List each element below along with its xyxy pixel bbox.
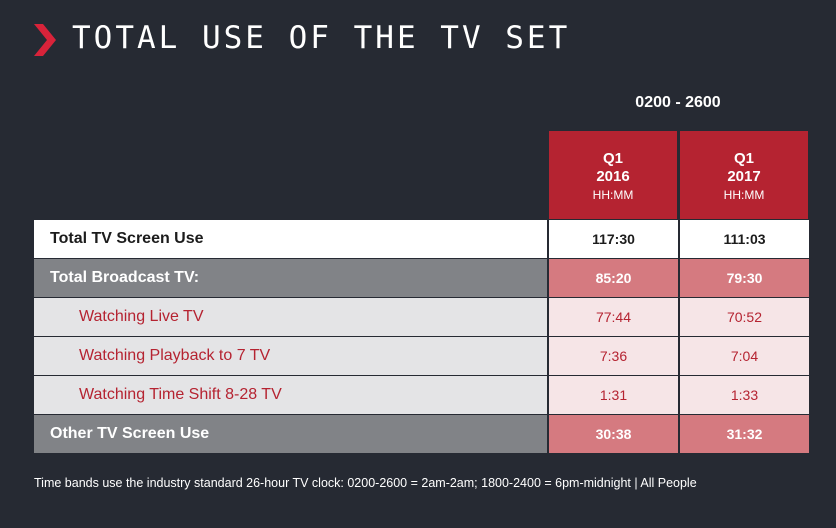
row-value-2016: 85:20 xyxy=(549,259,678,297)
table-row-total-broadcast-tv: Total Broadcast TV: 85:20 79:30 xyxy=(34,259,809,297)
column-quarter: Q1 xyxy=(733,150,754,167)
column-year: 2016 xyxy=(596,168,630,185)
column-header-q1-2017: Q1 2017 HH:MM xyxy=(680,131,808,219)
row-value-2017: 1:33 xyxy=(680,376,809,414)
chevron-right-icon xyxy=(34,24,56,56)
table-row-watching-playback: Watching Playback to 7 TV 7:36 7:04 xyxy=(34,337,809,375)
row-label: Other TV Screen Use xyxy=(34,415,547,453)
table-header-row: Q1 2016 HH:MM Q1 2017 HH:MM xyxy=(34,131,809,219)
table-row-watching-live-tv: Watching Live TV 77:44 70:52 xyxy=(34,298,809,336)
table-row-total-tv-screen-use: Total TV Screen Use 117:30 111:03 xyxy=(34,220,809,258)
row-value-2016: 1:31 xyxy=(549,376,678,414)
row-value-2016: 7:36 xyxy=(549,337,678,375)
row-label: Total TV Screen Use xyxy=(34,220,547,258)
table-row-other-tv-screen-use: Other TV Screen Use 30:38 31:32 xyxy=(34,415,809,453)
row-label: Watching Live TV xyxy=(34,298,547,336)
time-range-label: 0200 - 2600 xyxy=(635,94,721,111)
row-value-2016: 117:30 xyxy=(549,220,678,258)
column-year: 2017 xyxy=(727,168,761,185)
row-label: Watching Time Shift 8-28 TV xyxy=(34,376,547,414)
footnote: Time bands use the industry standard 26-… xyxy=(34,476,697,490)
row-value-2016: 30:38 xyxy=(549,415,678,453)
column-quarter: Q1 xyxy=(602,150,623,167)
row-label: Total Broadcast TV: xyxy=(34,259,547,297)
column-unit: HH:MM xyxy=(592,188,634,202)
row-value-2017: 79:30 xyxy=(680,259,809,297)
tv-use-table: Q1 2016 HH:MM Q1 2017 HH:MM Total TV Scr… xyxy=(34,131,809,453)
row-value-2017: 111:03 xyxy=(680,220,809,258)
column-header-q1-2016: Q1 2016 HH:MM xyxy=(549,131,677,219)
row-value-2016: 77:44 xyxy=(549,298,678,336)
row-value-2017: 70:52 xyxy=(680,298,809,336)
column-unit: HH:MM xyxy=(723,188,765,202)
page-title: TOTAL USE OF THE TV SET xyxy=(72,20,571,56)
row-label: Watching Playback to 7 TV xyxy=(34,337,547,375)
row-value-2017: 7:04 xyxy=(680,337,809,375)
table-row-watching-time-shift: Watching Time Shift 8-28 TV 1:31 1:33 xyxy=(34,376,809,414)
row-value-2017: 31:32 xyxy=(680,415,809,453)
